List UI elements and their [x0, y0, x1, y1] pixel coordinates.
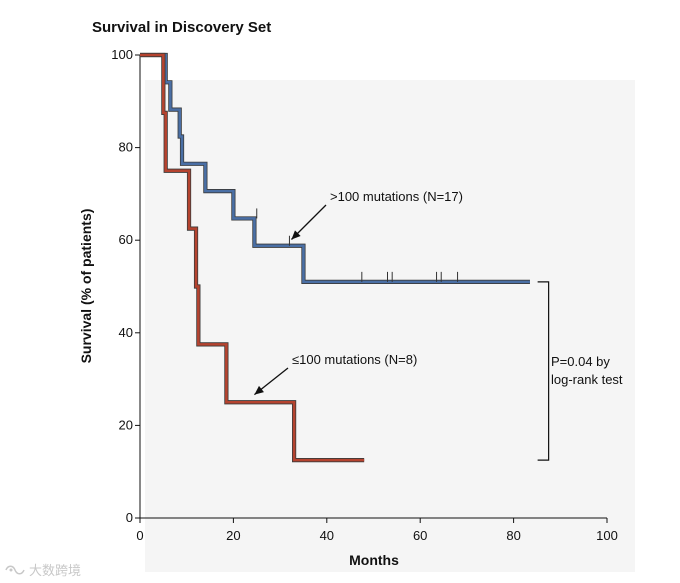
y-tick-label: 0: [126, 510, 133, 525]
watermark: 大数跨境: [4, 560, 81, 579]
annotation-layer: [254, 204, 550, 461]
x-tick-label: 60: [413, 528, 427, 543]
series-line-1: [140, 53, 365, 462]
y-tick-label: 80: [119, 140, 133, 155]
series-line-0: [140, 53, 530, 284]
annotation-low-mutations: ≤100 mutations (N=8): [292, 352, 418, 367]
annotation-high-mutations: >100 mutations (N=17): [330, 189, 463, 204]
y-tick-label: 40: [119, 325, 133, 340]
arrow-high-mutations-head: [291, 230, 301, 240]
x-axis-label: Months: [349, 552, 399, 568]
pvalue-bracket: [537, 281, 550, 461]
x-tick-label: 80: [506, 528, 520, 543]
y-axis-label: Survival (% of patients): [78, 208, 94, 364]
x-tick-label: 20: [226, 528, 240, 543]
annotation-pvalue-line2: log-rank test: [551, 372, 623, 387]
series-layer: [140, 52, 530, 463]
arrow-low-mutations-head: [254, 385, 264, 395]
x-tick-label: 100: [596, 528, 618, 543]
y-tick-label: 20: [119, 417, 133, 432]
annotation-pvalue-line1: P=0.04 by: [551, 354, 610, 369]
chart-title: Survival in Discovery Set: [92, 19, 272, 36]
y-tick-label: 60: [119, 232, 133, 247]
plot-background: [145, 80, 635, 572]
axes: 0 20 40 60 80 100 0 20 40 60 80 100: [111, 47, 618, 543]
x-tick-label: 40: [320, 528, 334, 543]
watermark-text: 大数跨境: [29, 563, 82, 578]
x-tick-label: 0: [136, 528, 143, 543]
watermark-logo-icon: [5, 565, 25, 574]
y-tick-label: 100: [111, 47, 133, 62]
